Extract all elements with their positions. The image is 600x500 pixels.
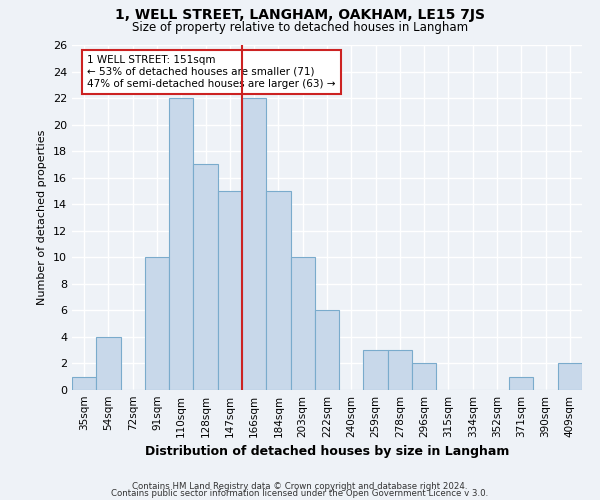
Bar (96, 337, 121, 390)
Bar (169, 98, 193, 390)
Bar (388, 350, 412, 390)
Bar (242, 98, 266, 390)
X-axis label: Distribution of detached houses by size in Langham: Distribution of detached houses by size … (145, 446, 509, 458)
Bar (72, 376, 96, 390)
Bar (412, 364, 436, 390)
Bar (509, 376, 533, 390)
Bar (266, 191, 290, 390)
Text: Contains HM Land Registry data © Crown copyright and database right 2024.: Contains HM Land Registry data © Crown c… (132, 482, 468, 491)
Bar (364, 350, 388, 390)
Bar (193, 164, 218, 390)
Text: 1, WELL STREET, LANGHAM, OAKHAM, LE15 7JS: 1, WELL STREET, LANGHAM, OAKHAM, LE15 7J… (115, 8, 485, 22)
Bar (315, 310, 339, 390)
Bar (218, 191, 242, 390)
Text: 1 WELL STREET: 151sqm
← 53% of detached houses are smaller (71)
47% of semi-deta: 1 WELL STREET: 151sqm ← 53% of detached … (88, 56, 336, 88)
Bar (290, 258, 315, 390)
Y-axis label: Number of detached properties: Number of detached properties (37, 130, 47, 305)
Text: Size of property relative to detached houses in Langham: Size of property relative to detached ho… (132, 21, 468, 34)
Bar (558, 364, 582, 390)
Bar (145, 258, 169, 390)
Text: Contains public sector information licensed under the Open Government Licence v : Contains public sector information licen… (112, 490, 488, 498)
